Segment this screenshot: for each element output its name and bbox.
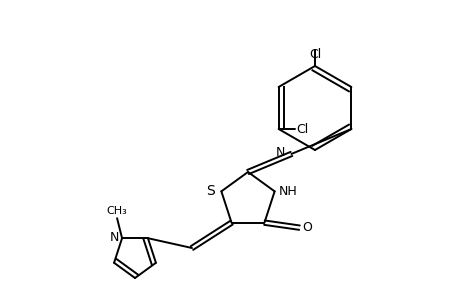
Text: CH₃: CH₃ — [106, 206, 127, 216]
Text: N: N — [109, 231, 119, 244]
Text: O: O — [302, 221, 312, 234]
Text: N: N — [275, 146, 285, 159]
Text: Cl: Cl — [308, 48, 320, 61]
Text: Cl: Cl — [296, 122, 308, 136]
Text: NH: NH — [278, 185, 297, 198]
Text: S: S — [206, 184, 215, 198]
